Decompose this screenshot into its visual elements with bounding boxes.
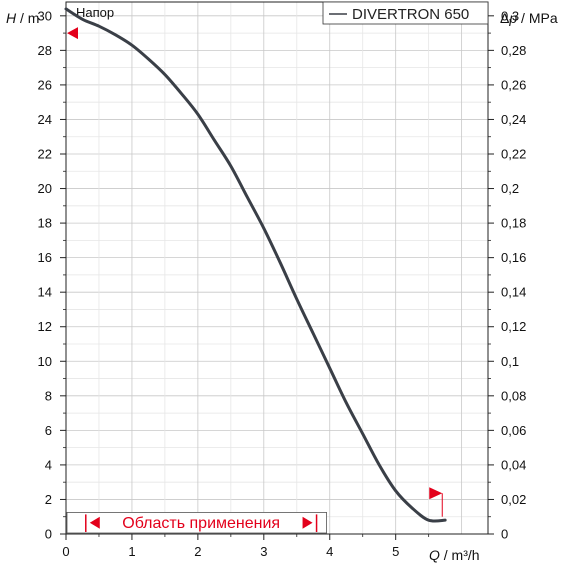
legend-label: DIVERTRON 650 (352, 6, 469, 23)
y-tick-label: 10 (38, 354, 52, 369)
y2-ticks: 0 0,02 0,04 0,06 0,08 0,1 0,12 0,14 0,16 0,18 0,2 0… (488, 8, 526, 542)
series-group (64, 7, 447, 523)
y2-tick-label: 0,28 (501, 43, 526, 58)
y2-tick-label: 0,02 (501, 492, 526, 507)
y2-tick-label: 0,06 (501, 423, 526, 438)
x-ticks: 0 1 2 3 4 5 (62, 534, 430, 559)
range-left-arrow-icon (89, 516, 100, 529)
application-range-box (66, 512, 327, 534)
y2-tick-label: 0,16 (501, 250, 526, 265)
y-tick-label: 18 (38, 216, 52, 231)
chart-title: Напор (76, 5, 114, 20)
x-tick-label: 1 (128, 544, 135, 559)
x-axis-title: Q / m³/h (429, 547, 480, 563)
y-tick-label: 6 (45, 423, 52, 438)
y-tick-label: 0 (45, 527, 52, 542)
y-tick-label: 16 (38, 250, 52, 265)
plot-frame (65, 1, 489, 535)
y2-tick-label: 0 (501, 527, 508, 542)
y2-tick-label: 0,18 (501, 216, 526, 231)
x-tick-label: 4 (326, 544, 333, 559)
max-head-marker-icon (67, 27, 78, 40)
y2-axis-title: Δp / MPa (500, 10, 558, 26)
y2-tick-label: 0,24 (501, 112, 526, 127)
x-tick-label: 2 (194, 544, 201, 559)
grid (66, 2, 488, 534)
y2-tick-label: 0,14 (501, 285, 526, 300)
y-tick-label: 20 (38, 181, 52, 196)
x-tick-label: 0 (62, 544, 69, 559)
range-right-arrow-icon (302, 516, 313, 529)
y-tick-label: 24 (38, 112, 52, 127)
y2-tick-label: 0,22 (501, 147, 526, 162)
y-tick-label: 22 (38, 147, 52, 162)
y-tick-label: 8 (45, 388, 52, 403)
legend-box (322, 1, 489, 25)
y-axis-title: H / m (6, 10, 39, 26)
y2-tick-label: 0,08 (501, 388, 526, 403)
y2-tick-label: 0,2 (501, 181, 519, 196)
application-range: Область применения (66, 512, 327, 534)
x-tick-label: 5 (392, 544, 399, 559)
y-tick-label: 30 (38, 8, 52, 23)
legend: DIVERTRON 650 (322, 1, 489, 25)
y2-tick-label: 0,26 (501, 77, 526, 92)
y2-tick-label: 0,12 (501, 319, 526, 334)
y-tick-label: 2 (45, 492, 52, 507)
y-tick-label: 28 (38, 43, 52, 58)
y-tick-label: 4 (45, 457, 52, 472)
markers-group (67, 27, 443, 517)
application-range-label: Область применения (122, 515, 280, 532)
max-flow-marker-icon (429, 487, 443, 500)
y-tick-label: 12 (38, 319, 52, 334)
series-line-divertron-650 (64, 7, 447, 523)
y2-tick-label: 0,1 (501, 354, 519, 369)
y2-tick-label: 0,04 (501, 457, 526, 472)
y-tick-label: 26 (38, 77, 52, 92)
y-tick-label: 14 (38, 285, 52, 300)
y2-tick-label: 0,3 (501, 8, 519, 23)
x-tick-label: 3 (260, 544, 267, 559)
